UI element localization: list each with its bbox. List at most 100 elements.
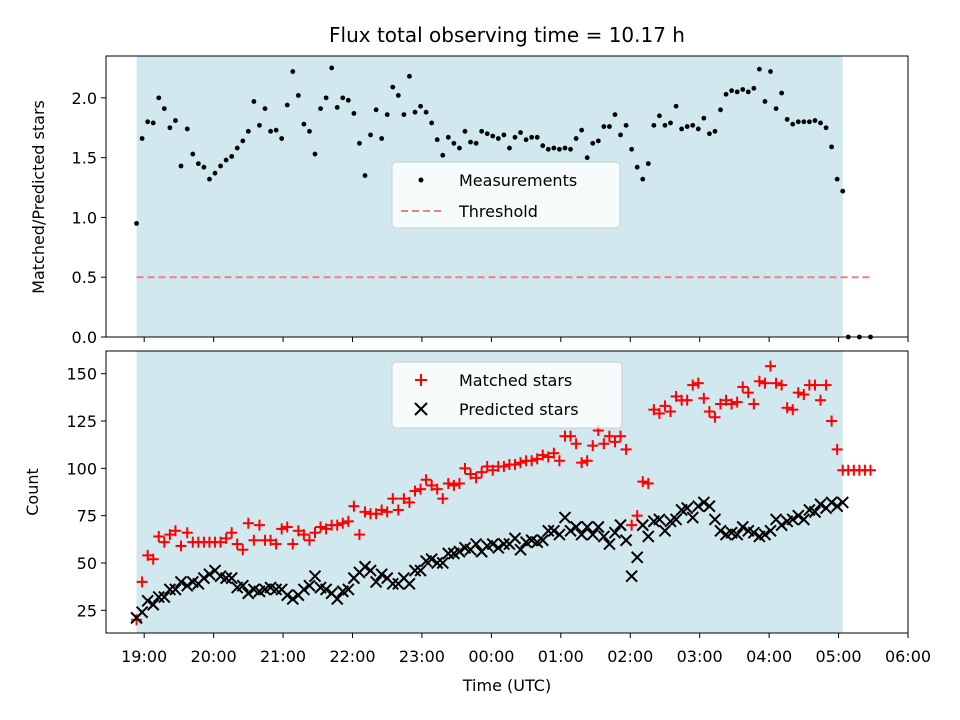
- measurement-point: [723, 91, 729, 97]
- matched-star-point: [548, 447, 560, 459]
- measurement-point: [801, 119, 807, 125]
- matched-star-point: [637, 476, 649, 488]
- measurement-point: [773, 106, 779, 112]
- measurement-point: [584, 155, 590, 161]
- predicted-star-point: [714, 524, 727, 538]
- measurement-point: [573, 136, 579, 141]
- matched-star-point: [815, 394, 827, 406]
- x-tick-label: 01:00: [538, 647, 584, 666]
- predicted-star-point: [163, 583, 177, 596]
- y-tick-label: 0.0: [72, 328, 97, 347]
- top-y-axis-label: Matched/Predicted stars: [29, 100, 48, 294]
- predicted-star-point: [331, 592, 344, 606]
- predicted-star-point: [403, 577, 416, 590]
- predicted-star-point: [436, 556, 449, 570]
- predicted-star-point: [303, 579, 316, 592]
- matched-star-point: [598, 438, 610, 450]
- measurement-point: [523, 137, 529, 143]
- predicted-star-point: [319, 583, 333, 596]
- matched-star-point: [348, 500, 360, 512]
- measurement-point: [795, 119, 801, 125]
- measurement-point: [373, 107, 379, 113]
- measurement-point: [251, 99, 257, 104]
- predicted-star-point: [758, 528, 772, 541]
- top-legend-box: [391, 161, 621, 229]
- matched-star-point: [831, 443, 843, 455]
- predicted-star-point: [575, 528, 588, 541]
- predicted-star-point: [542, 524, 555, 538]
- matched-star-point: [231, 538, 243, 550]
- measurement-point: [145, 119, 151, 125]
- matched-star-point: [409, 485, 421, 497]
- measurement-point: [812, 118, 818, 123]
- predicted-star-point: [764, 524, 777, 538]
- matched-star-point: [265, 534, 277, 546]
- measurement-point: [579, 127, 585, 133]
- measurement-point: [357, 140, 362, 146]
- predicted-star-point: [547, 524, 561, 538]
- bottom-axes-frame: [105, 350, 909, 634]
- predicted-star-point: [486, 537, 499, 551]
- x-tick-label: 06:00: [885, 647, 931, 666]
- measurement-point: [501, 132, 507, 138]
- measurement-point: [568, 146, 573, 152]
- measurement-point: [284, 102, 290, 108]
- measurement-point: [212, 170, 218, 176]
- matched-star-point: [453, 477, 465, 489]
- measurement-point: [340, 95, 346, 101]
- predicted-star-point: [536, 534, 549, 547]
- matched-star-point: [576, 457, 588, 469]
- matched-star-point: [420, 474, 432, 486]
- measurement-point: [457, 145, 462, 151]
- matched-star-point: [415, 483, 427, 495]
- predicted-star-point: [642, 530, 655, 543]
- y-tick-label: 75: [77, 507, 97, 526]
- measurement-point: [329, 65, 335, 71]
- matched-star-point: [342, 515, 354, 527]
- matched-star-point: [865, 464, 877, 476]
- x-tick-label: 22:00: [329, 647, 375, 666]
- predicted-star-point: [203, 568, 216, 581]
- measurement-point: [707, 131, 712, 137]
- predicted-star-point: [775, 518, 788, 532]
- predicted-star-point: [592, 520, 605, 534]
- measurement-point: [806, 119, 812, 125]
- measurement-point: [451, 140, 457, 146]
- matched-star-point: [481, 460, 493, 472]
- bottom-x-axis: 19:00 20:00 21:00 22:00 23:00 00:00 01:00 02:00…: [121, 633, 931, 666]
- predicted-star-point: [730, 528, 744, 541]
- matched-star-point: [237, 544, 249, 556]
- matched-star-point: [570, 438, 582, 450]
- matched-star-point: [826, 415, 838, 427]
- matched-star-point: [169, 525, 181, 537]
- measurement-point: [551, 145, 557, 151]
- y-tick-label: 1.0: [72, 208, 97, 227]
- matched-star-point: [459, 462, 471, 474]
- predicted-star-point: [358, 560, 372, 573]
- predicted-star-point: [619, 534, 633, 547]
- x-tick-label: 00:00: [468, 647, 514, 666]
- matched-star-point: [748, 398, 760, 410]
- measurement-point: [139, 136, 145, 141]
- measurement-point: [345, 97, 351, 103]
- matched-star-point: [437, 493, 449, 505]
- measurement-point: [479, 128, 485, 134]
- measurement-point: [245, 128, 251, 134]
- measurement-point: [507, 145, 512, 151]
- measurement-point: [657, 113, 662, 119]
- measurement-point: [468, 139, 473, 145]
- measurement-point: [690, 122, 696, 128]
- predicted-star-point: [225, 571, 238, 585]
- measurement-point: [223, 157, 229, 163]
- predicted-star-point: [697, 496, 711, 509]
- matched-star-point: [426, 479, 438, 491]
- measurement-point: [334, 105, 340, 110]
- matched-star-point: [509, 459, 521, 471]
- measurement-point: [229, 154, 235, 159]
- measurement-point: [268, 128, 273, 134]
- measurement-point: [434, 137, 440, 143]
- predicted-star-point: [442, 547, 455, 560]
- matched-star-point: [781, 402, 793, 414]
- predicted-star-point: [497, 537, 511, 551]
- matched-star-point: [792, 387, 804, 399]
